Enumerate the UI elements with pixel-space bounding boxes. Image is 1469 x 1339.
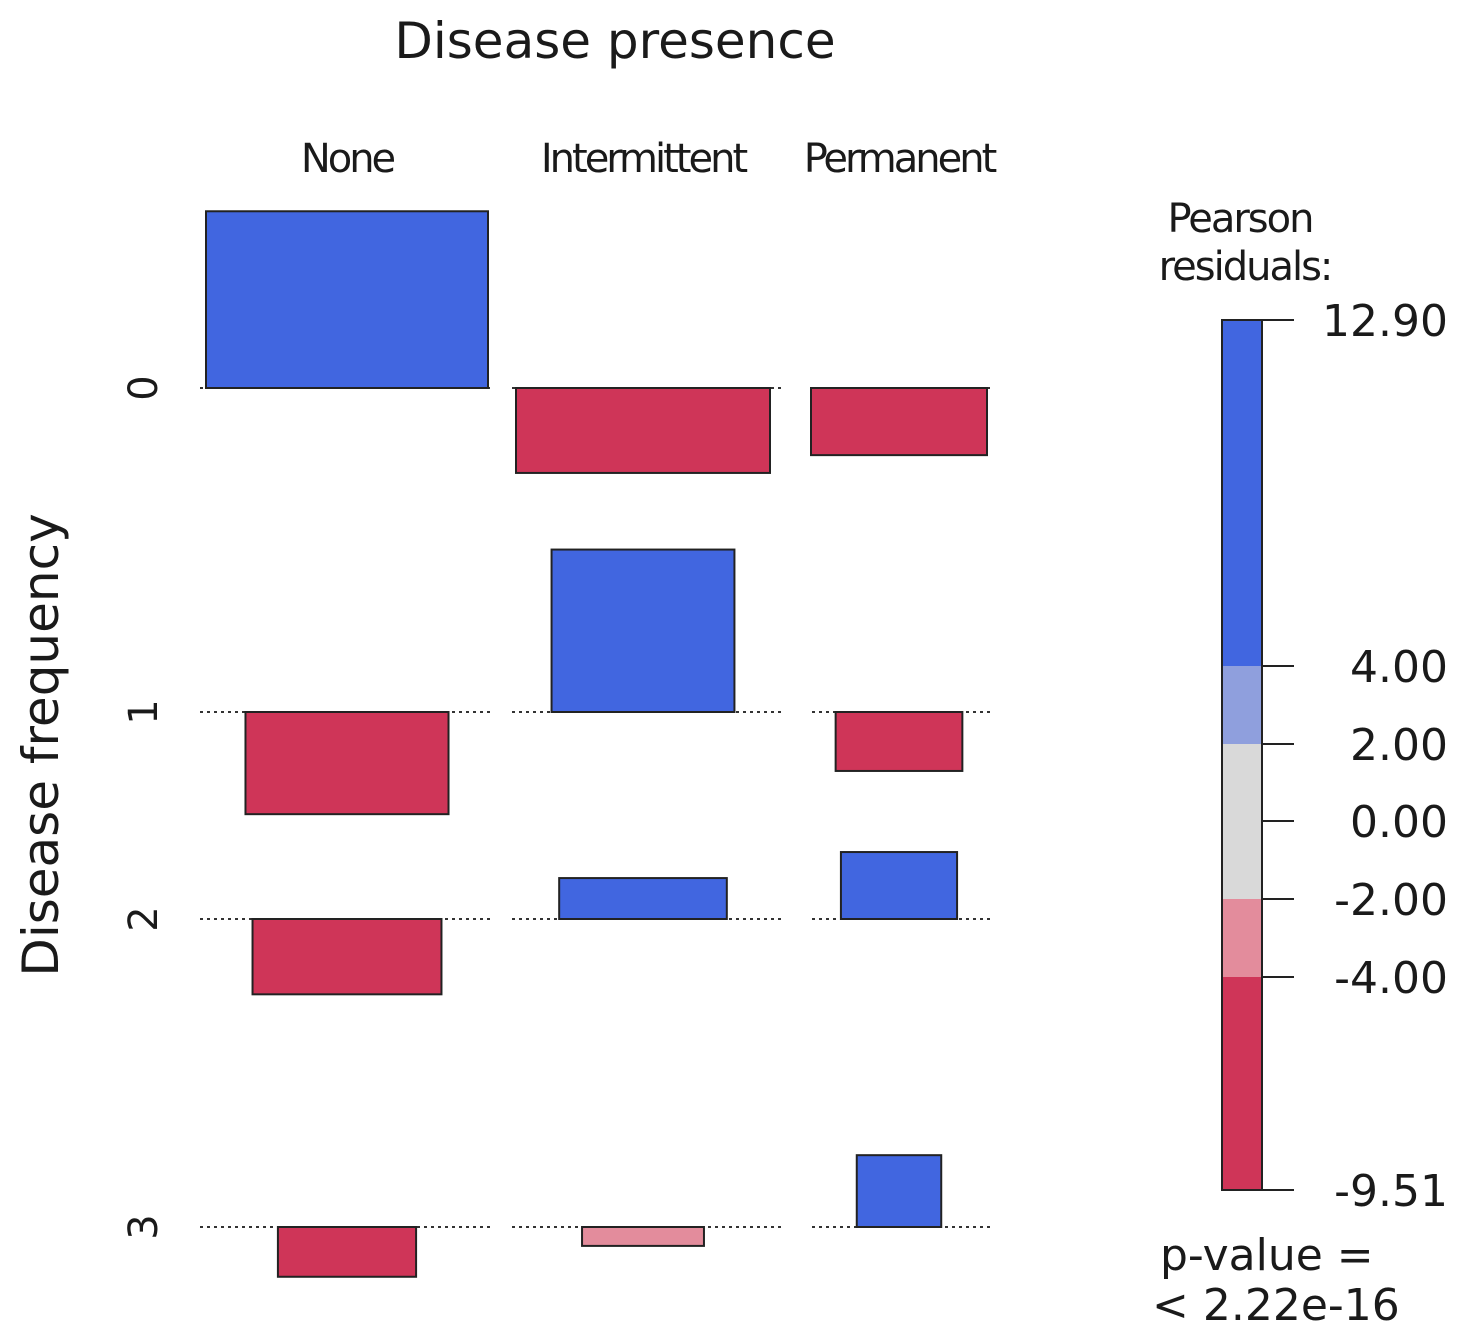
row-label-3: 3 xyxy=(121,1214,167,1239)
legend-band-0 xyxy=(1222,320,1262,666)
p-value-label: p-value = xyxy=(1160,1230,1374,1281)
residual-bar-0-intermittent xyxy=(515,387,771,474)
column-label-none: None xyxy=(301,136,395,182)
residual-bar-1-intermittent xyxy=(550,548,736,713)
row-label-2: 2 xyxy=(121,906,167,931)
legend-title-line1: Pearson xyxy=(1168,196,1313,242)
chart-marks: None Intermittent Permanent 0 1 2 3 xyxy=(121,136,1000,1278)
legend-title-line2: residuals: xyxy=(1159,244,1332,290)
residual-bar-3-none xyxy=(276,1226,418,1278)
residual-bar-1-none xyxy=(244,711,450,816)
residual-bar-0-none xyxy=(205,210,489,389)
legend-tick-label: 0.00 xyxy=(1350,797,1448,848)
residual-bar-0-permanent xyxy=(810,387,988,457)
row-label-0: 0 xyxy=(121,375,167,400)
residual-bar-3-permanent xyxy=(855,1154,943,1229)
legend-tick-label: 12.90 xyxy=(1322,296,1448,347)
chart-title: Disease presence xyxy=(394,12,835,70)
column-label-intermittent: Intermittent xyxy=(541,136,748,182)
residual-bar-1-permanent xyxy=(834,711,964,772)
legend-tick-label: 2.00 xyxy=(1350,720,1448,771)
residual-bar-2-permanent xyxy=(839,851,959,920)
residual-bar-3-intermittent xyxy=(581,1226,705,1247)
legend-tick-label: 4.00 xyxy=(1350,642,1448,693)
legend-tick-label: -9.51 xyxy=(1334,1166,1448,1217)
legend-band-1 xyxy=(1222,666,1262,744)
column-label-permanent: Permanent xyxy=(804,136,997,182)
residual-bar-2-intermittent xyxy=(558,877,728,921)
legend-band-4 xyxy=(1222,977,1262,1190)
legend-band-2 xyxy=(1222,744,1262,899)
legend: Pearson residuals: 12.90 4.00 2.00 0.00 -2.0… xyxy=(1152,196,1448,1331)
residual-bar-2-none xyxy=(251,918,443,996)
legend-tick-label: -2.00 xyxy=(1334,875,1448,926)
row-label-1: 1 xyxy=(121,699,167,724)
legend-band-3 xyxy=(1222,899,1262,977)
p-value: < 2.22e-16 xyxy=(1152,1280,1400,1331)
row-axis-title: Disease frequency xyxy=(12,513,70,976)
legend-tick-label: -4.00 xyxy=(1334,953,1448,1004)
legend-frame xyxy=(1221,319,1263,1191)
